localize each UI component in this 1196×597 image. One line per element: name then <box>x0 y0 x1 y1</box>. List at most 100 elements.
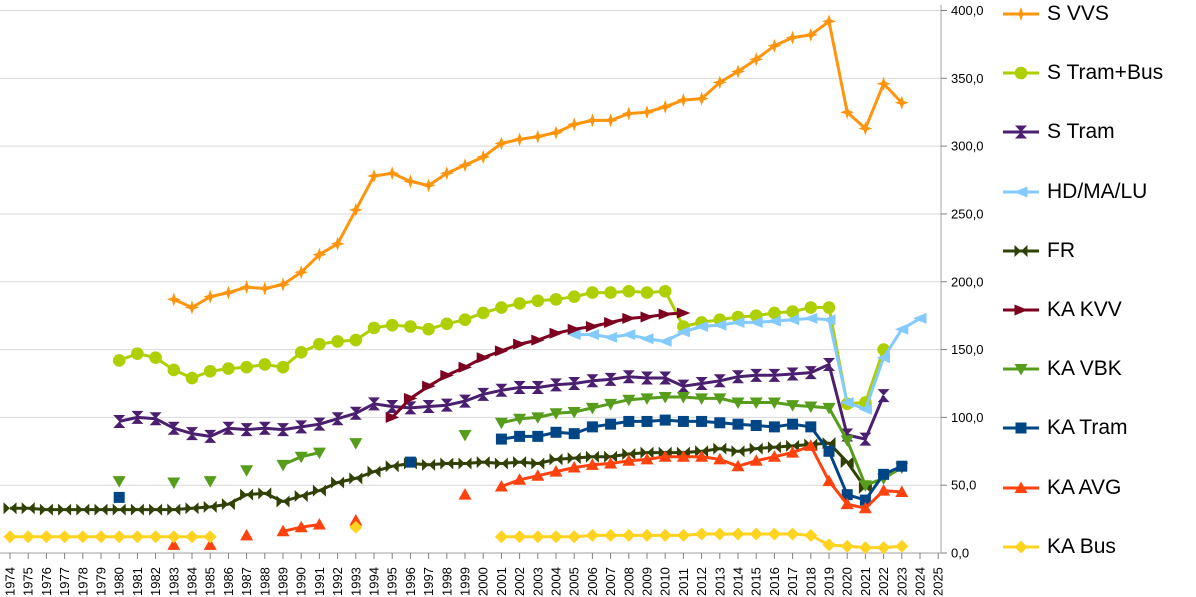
legend-label: KA Tram <box>1047 416 1128 440</box>
data-point-marker <box>240 488 254 501</box>
data-point-marker <box>767 38 782 53</box>
data-point-marker <box>112 476 126 488</box>
data-point-marker <box>294 265 309 280</box>
data-point-marker <box>39 503 53 516</box>
data-point-marker <box>913 312 927 324</box>
data-point-marker <box>167 538 181 550</box>
data-point-marker <box>767 450 781 462</box>
data-point-marker <box>640 286 654 299</box>
legend-label: FR <box>1047 238 1075 262</box>
data-point-marker <box>294 490 308 503</box>
data-point-marker <box>494 530 508 544</box>
data-point-marker <box>804 301 818 314</box>
data-point-marker <box>94 503 108 516</box>
data-point-marker <box>731 527 745 541</box>
data-point-marker <box>877 389 890 403</box>
data-point-marker <box>312 518 326 530</box>
data-point-marker <box>840 435 854 447</box>
data-point-marker <box>549 293 563 306</box>
data-point-marker <box>549 530 563 544</box>
data-point-marker <box>258 421 271 435</box>
data-point-marker <box>276 459 290 472</box>
data-point-marker <box>567 452 581 465</box>
x-tick-label: 1987 <box>239 567 254 596</box>
data-point-marker <box>731 445 745 458</box>
data-point-marker <box>312 447 326 460</box>
x-tick-label: 2016 <box>767 567 782 596</box>
data-point-marker <box>604 286 617 299</box>
data-point-marker <box>876 76 891 91</box>
data-point-marker <box>222 362 235 375</box>
data-point-marker <box>494 345 509 357</box>
x-tick-label: 1978 <box>75 567 90 596</box>
data-point-marker <box>113 414 126 428</box>
data-point-marker <box>404 401 417 415</box>
x-tick-label: 2014 <box>731 567 746 596</box>
legend-item-s-tram: S Tram <box>1002 120 1115 144</box>
x-tick-label: 1982 <box>148 567 163 596</box>
data-point-marker <box>331 476 345 489</box>
data-point-marker <box>348 202 363 217</box>
data-point-marker <box>658 99 673 114</box>
data-point-marker <box>877 541 891 555</box>
data-point-marker <box>640 528 654 542</box>
data-point-marker <box>567 530 581 544</box>
data-point-marker <box>531 469 545 481</box>
data-point-marker <box>476 306 490 320</box>
legend: S VVS S Tram+Bus S Tram HD/MA/LU FR KA KVV KA … <box>1002 0 1196 597</box>
data-point-marker <box>640 311 654 323</box>
data-point-marker <box>585 329 599 341</box>
data-point-marker <box>586 286 599 299</box>
data-point-marker <box>513 297 526 310</box>
data-point-marker <box>422 380 436 392</box>
tri-down-legend-marker-icon <box>1003 364 1039 376</box>
series-ka-vbk <box>112 392 909 492</box>
series-line <box>10 441 867 512</box>
data-point-marker <box>349 333 363 347</box>
x-tick-label: 1992 <box>330 567 345 596</box>
data-point-marker <box>422 458 436 471</box>
data-point-marker <box>822 538 836 552</box>
data-point-marker <box>204 429 217 443</box>
data-point-marker <box>367 321 381 335</box>
data-point-marker <box>149 412 162 426</box>
data-point-marker <box>840 105 855 120</box>
data-point-marker <box>203 500 217 513</box>
data-point-marker <box>749 316 763 328</box>
data-point-marker <box>750 368 763 382</box>
legend-item-s-tram-bus: S Tram+Bus <box>1002 61 1163 85</box>
data-point-marker <box>822 402 836 415</box>
data-point-marker <box>731 397 745 409</box>
tri-up-legend-marker-icon <box>1003 481 1039 493</box>
data-point-marker <box>294 451 308 464</box>
legend-item-ka-tram: KA Tram <box>1002 416 1128 440</box>
star4-legend-marker-icon <box>1003 7 1039 21</box>
data-point-marker <box>386 400 399 414</box>
data-point-marker <box>167 503 181 516</box>
data-point-marker <box>658 528 672 542</box>
x-tick-label: 1997 <box>421 567 436 596</box>
data-point-marker <box>732 418 744 430</box>
x-tick-label: 1999 <box>458 567 473 596</box>
data-point-marker <box>404 456 416 468</box>
data-point-marker <box>658 392 672 404</box>
data-point-marker <box>349 513 363 526</box>
x-tick-label: 1998 <box>439 567 454 596</box>
data-point-marker <box>295 420 308 434</box>
data-point-marker <box>531 294 545 308</box>
data-point-marker <box>622 394 636 407</box>
data-point-marker <box>822 314 836 326</box>
data-point-marker <box>422 400 435 414</box>
diamond-legend-marker-icon <box>1003 540 1039 554</box>
data-point-marker <box>531 381 544 395</box>
data-point-marker <box>149 351 162 365</box>
data-point-marker <box>549 125 563 140</box>
data-point-marker <box>659 414 671 426</box>
data-point-marker <box>440 369 454 381</box>
data-point-marker <box>659 371 672 385</box>
data-point-marker <box>549 408 563 420</box>
data-point-marker <box>676 93 691 108</box>
data-point-marker <box>840 497 854 510</box>
data-point-marker <box>530 129 545 144</box>
